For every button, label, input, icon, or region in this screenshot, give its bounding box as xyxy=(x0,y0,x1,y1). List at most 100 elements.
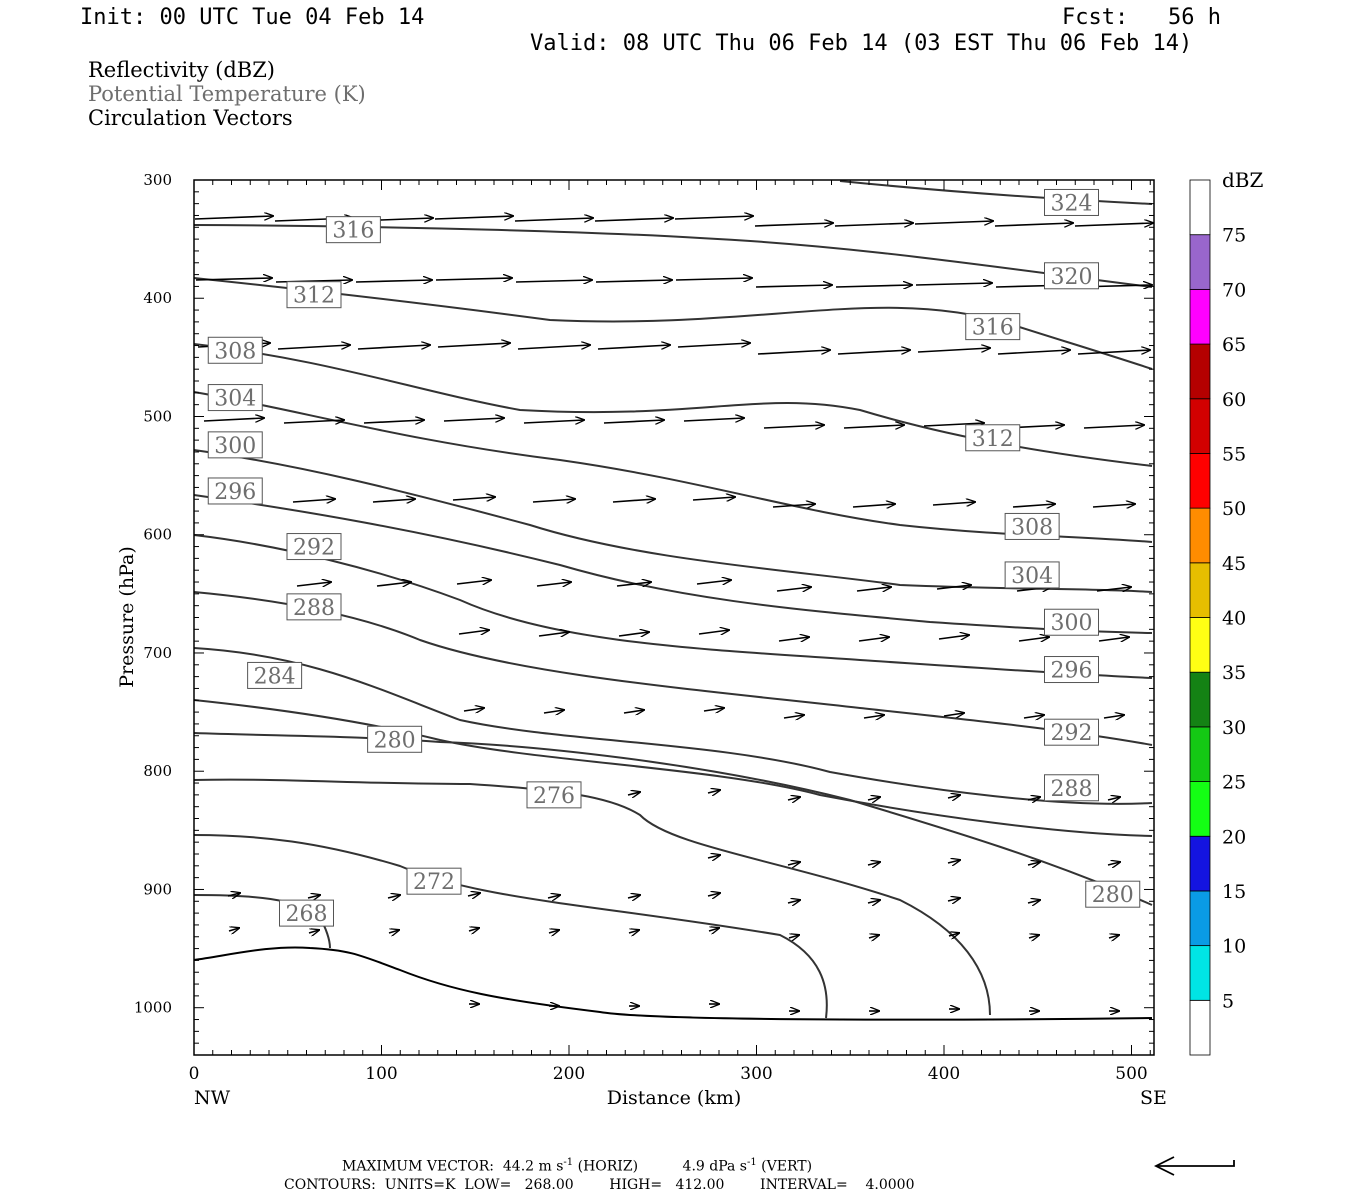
contour-label-text: 272 xyxy=(413,870,455,895)
contour-label-text: 316 xyxy=(972,316,1014,341)
circulation-vector xyxy=(194,216,273,219)
contour-label-box xyxy=(1044,656,1099,684)
circulation-vector xyxy=(787,900,800,903)
circulation-vector xyxy=(1103,715,1124,718)
contour-label: 300 xyxy=(207,431,263,459)
circulation-vector xyxy=(627,895,640,898)
circulation-vector xyxy=(372,499,415,502)
theta-contour-300 xyxy=(193,494,1153,634)
footer-max-vector-tail: (VERT) xyxy=(756,1158,813,1175)
contour-label: 312 xyxy=(286,281,342,309)
circulation-vector xyxy=(467,893,480,896)
legend-reflectivity: Reflectivity (dBZ) xyxy=(88,58,276,82)
reference-vector xyxy=(1153,1156,1235,1176)
circulation-vector xyxy=(468,928,479,931)
contour-label-box xyxy=(1004,561,1060,589)
colorbar-segment xyxy=(1189,726,1211,782)
circulation-vector xyxy=(763,425,824,428)
circulation-vector xyxy=(692,497,735,500)
contour-label-text: 312 xyxy=(293,284,335,309)
contour-label-text: 308 xyxy=(1011,515,1053,540)
contour-label-box xyxy=(207,477,263,505)
colorbar-segment xyxy=(1189,562,1211,618)
y-tick-label: 700 xyxy=(143,644,172,662)
circulation-vector xyxy=(1107,862,1120,865)
contour-label: 280 xyxy=(1085,880,1141,908)
circulation-vector xyxy=(787,797,800,800)
y-tick-label: 500 xyxy=(143,407,172,425)
circulation-vector xyxy=(435,278,512,280)
circulation-vector xyxy=(283,420,344,423)
circulation-vector xyxy=(852,504,895,507)
colorbar-label: 55 xyxy=(1222,443,1246,465)
contour-label-box xyxy=(1044,188,1099,216)
circulation-vector xyxy=(707,790,720,793)
circulation-vector xyxy=(834,223,913,226)
theta-contour-304 xyxy=(193,449,1153,593)
contour-label-text: 316 xyxy=(332,219,374,244)
y-tick-label: 900 xyxy=(143,880,172,898)
circulation-vector xyxy=(514,218,593,221)
contour-label-box xyxy=(279,899,334,927)
circulation-vector xyxy=(787,862,800,865)
circulation-vector xyxy=(778,637,809,641)
colorbar-segment xyxy=(1189,945,1211,1001)
contour-label-box xyxy=(1044,774,1099,802)
contour-label: 324 xyxy=(1044,188,1099,216)
colorbar-title: dBZ xyxy=(1222,168,1264,192)
circulation-vector xyxy=(923,423,984,426)
circulation-vector xyxy=(914,221,993,224)
circulation-vector xyxy=(548,930,559,933)
circulation-vector xyxy=(307,895,320,898)
circulation-vector xyxy=(917,348,990,353)
contour-label-text: 292 xyxy=(293,536,335,561)
circulation-vector xyxy=(1027,900,1040,903)
colorbar-label: 25 xyxy=(1222,772,1246,794)
colorbar-label: 5 xyxy=(1222,990,1234,1012)
colorbar-label: 40 xyxy=(1222,608,1246,630)
circulation-vector xyxy=(867,862,880,865)
reference-vector-shaft xyxy=(1156,1160,1235,1167)
circulation-vector xyxy=(772,504,815,507)
circulation-vector xyxy=(618,632,649,636)
contour-label-box xyxy=(247,661,303,689)
colorbar-label: 20 xyxy=(1222,826,1246,848)
circulation-vector xyxy=(1074,223,1153,226)
legend-potential-temperature: Potential Temperature (K) xyxy=(88,82,366,106)
x-tick-labels: 0 100 200 300 400 500 xyxy=(189,1064,1148,1084)
contour-label-text: 280 xyxy=(1092,883,1134,908)
circulation-vector xyxy=(387,895,400,898)
circulation-vector xyxy=(1018,637,1049,641)
circulation-vector xyxy=(296,582,331,586)
circulation-vector xyxy=(227,893,240,896)
contour-label-text: 288 xyxy=(293,596,335,621)
contour-label: 288 xyxy=(1044,774,1099,802)
footer-max-vector-lead: MAXIMUM VECTOR: 44.2 m s xyxy=(342,1158,564,1175)
circulation-vector xyxy=(1077,350,1150,355)
footer-max-vector: MAXIMUM VECTOR: 44.2 m s-1 (HORIZ) 4.9 d… xyxy=(342,1158,812,1174)
circulation-vector xyxy=(707,855,720,858)
circulation-vector xyxy=(1108,935,1119,938)
circulation-vector xyxy=(1023,715,1044,718)
contour-label-box xyxy=(965,424,1021,452)
circulation-vector xyxy=(754,223,833,226)
theta-contour-276 xyxy=(193,778,991,1016)
circulation-vector xyxy=(277,345,350,350)
x-tick-label: 0 xyxy=(189,1064,200,1084)
colorbar-label: 30 xyxy=(1222,717,1246,739)
y-tick-label: 800 xyxy=(143,762,172,780)
contour-label: 304 xyxy=(1004,561,1060,589)
x-tick-label: 200 xyxy=(553,1064,585,1084)
colorbar-label: 10 xyxy=(1222,936,1246,958)
x-tick-label: 100 xyxy=(365,1064,397,1084)
colorbar-label: 60 xyxy=(1222,389,1246,411)
contour-label-box xyxy=(207,431,263,459)
contour-label-box xyxy=(1044,608,1099,636)
circulation-vector xyxy=(515,280,592,282)
circulation-vector xyxy=(437,343,510,348)
contour-label-text: 268 xyxy=(286,902,328,927)
circulation-vector xyxy=(675,278,752,280)
contour-label-box xyxy=(1004,512,1060,540)
reference-vector-head xyxy=(1153,1156,1175,1176)
valid-time: Valid: 08 UTC Thu 06 Feb 14 (03 EST Thu … xyxy=(530,31,1193,56)
